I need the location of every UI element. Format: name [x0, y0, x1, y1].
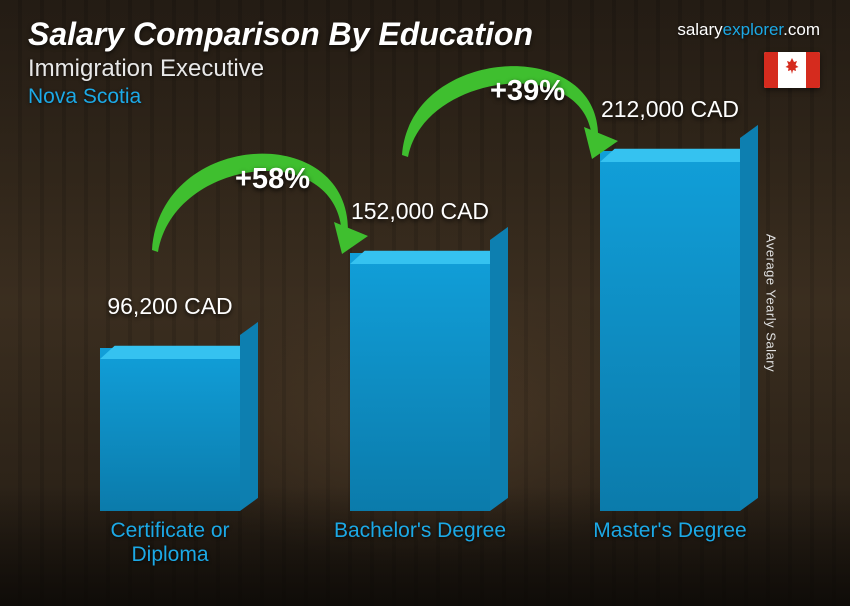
- bar: [100, 348, 240, 511]
- bar-group: 152,000 CADBachelor's Degree: [330, 253, 510, 511]
- bar: [350, 253, 490, 511]
- brand-tld: .com: [783, 20, 820, 39]
- bar-side: [740, 125, 758, 511]
- brand-logo: salaryexplorer.com: [677, 20, 820, 40]
- chart-region: Nova Scotia: [28, 85, 822, 109]
- y-axis-label: Average Yearly Salary: [763, 234, 778, 372]
- bar-front: [100, 348, 240, 511]
- bar-category-label: Master's Degree: [580, 519, 760, 543]
- brand-part2: explorer: [723, 20, 783, 39]
- bar-front: [600, 151, 740, 511]
- bar-top: [100, 346, 255, 359]
- chart-subtitle: Immigration Executive: [28, 55, 822, 83]
- bar-top: [350, 251, 505, 264]
- bar-category-label: Certificate or Diploma: [80, 519, 260, 567]
- brand-part1: salary: [677, 20, 722, 39]
- bar-front: [350, 253, 490, 511]
- bar-top: [600, 149, 755, 162]
- bar-group: 96,200 CADCertificate or Diploma: [80, 348, 260, 511]
- bar-side: [490, 227, 508, 511]
- bar-chart: 96,200 CADCertificate or Diploma152,000 …: [60, 101, 770, 571]
- bar: [600, 151, 740, 511]
- flag-icon: [764, 52, 820, 88]
- bar-value-label: 96,200 CAD: [70, 293, 270, 320]
- bar-group: 212,000 CADMaster's Degree: [580, 151, 760, 511]
- bar-value-label: 152,000 CAD: [320, 198, 520, 225]
- bar-side: [240, 322, 258, 511]
- increase-pct-label: +58%: [235, 163, 310, 196]
- bar-category-label: Bachelor's Degree: [330, 519, 510, 543]
